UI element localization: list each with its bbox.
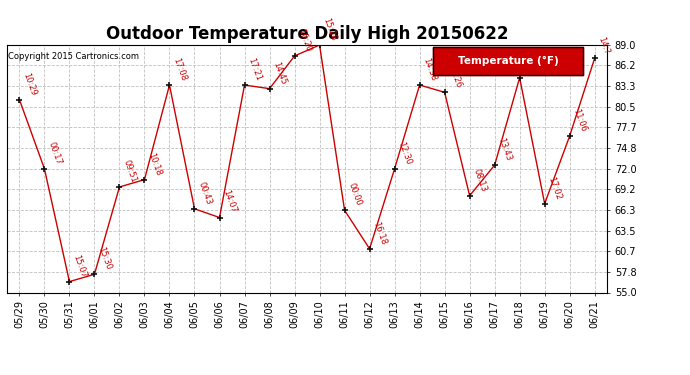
- Text: 17:21: 17:21: [246, 57, 263, 82]
- Text: 00:00: 00:00: [346, 182, 363, 207]
- Text: 14:?: 14:?: [597, 35, 611, 55]
- Text: 16:18: 16:18: [372, 220, 388, 246]
- Bar: [433, 48, 583, 75]
- Text: 10:18: 10:18: [146, 151, 163, 177]
- Text: 17:02: 17:02: [546, 175, 563, 201]
- Text: Temperature (°F): Temperature (°F): [457, 56, 558, 66]
- Text: 08:13: 08:13: [472, 167, 489, 193]
- Text: 14:38: 14:38: [422, 57, 438, 82]
- Text: 12:30: 12:30: [397, 140, 413, 166]
- Text: 11:06: 11:06: [572, 108, 589, 133]
- Text: 16:20: 16:20: [297, 27, 313, 53]
- Text: 15:30: 15:30: [97, 246, 113, 272]
- Text: 00:43: 00:43: [197, 180, 213, 206]
- Bar: [433, 48, 583, 75]
- Text: 14:07: 14:07: [221, 189, 238, 214]
- Text: 17:08: 17:08: [172, 57, 188, 82]
- Text: 15:28: 15:28: [322, 16, 338, 42]
- Text: 14:54: 14:54: [522, 50, 538, 75]
- Text: 13:43: 13:43: [497, 136, 513, 162]
- Text: 14:45: 14:45: [272, 60, 288, 86]
- Text: 15:07: 15:07: [72, 253, 88, 279]
- Text: 10:29: 10:29: [21, 71, 38, 97]
- Text: 09:51: 09:51: [121, 159, 138, 184]
- Text: 00:17: 00:17: [46, 140, 63, 166]
- Text: 16:26: 16:26: [446, 64, 463, 89]
- Text: Copyright 2015 Cartronics.com: Copyright 2015 Cartronics.com: [8, 53, 139, 62]
- Title: Outdoor Temperature Daily High 20150622: Outdoor Temperature Daily High 20150622: [106, 26, 509, 44]
